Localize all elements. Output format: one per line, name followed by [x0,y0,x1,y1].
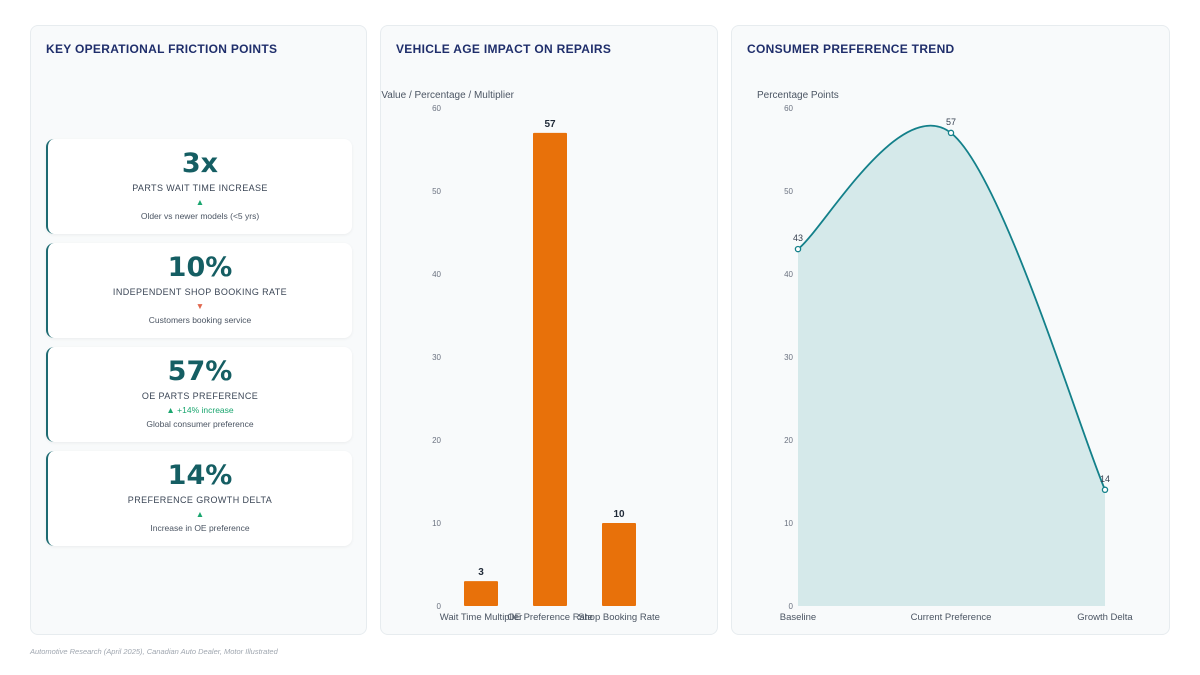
bar [464,581,498,606]
trend-up-icon: ▲ [195,197,205,207]
y-tick-label: 40 [432,270,441,279]
y-tick-label: 0 [789,602,794,611]
y-tick-label: 30 [784,353,793,362]
y-tick-label: 40 [784,270,793,279]
trend-up-icon: ▲ [166,405,175,415]
area-chart: Percentage Points 0 10 20 30 40 50 60 43 Baseline… [757,90,1133,623]
y-tick-label: 0 [437,602,442,611]
line-chart-title: CONSUMER PREFERENCE TREND [747,42,955,56]
y-axis-label: Percentage Points [757,90,839,101]
bar-chart-panel: VEHICLE AGE IMPACT ON REPAIRS Value / Pe… [380,25,718,635]
kpi-card-wait-time: 3x PARTS WAIT TIME INCREASE ▲ Older vs n… [46,139,352,234]
point-data-label: 57 [946,117,956,127]
x-tick-label: Shop Booking Rate [578,612,660,623]
kpi-note: Increase in OE preference [150,523,250,533]
trend-down-icon: ▼ [195,301,205,311]
y-tick-label: 30 [432,353,441,362]
y-tick-label: 50 [432,187,441,196]
kpi-note: Older vs newer models (<5 yrs) [140,211,260,221]
y-tick-label: 10 [432,519,441,528]
kpi-panel: KEY OPERATIONAL FRICTION POINTS 3x PARTS… [30,25,367,635]
kpi-trend: ▲ [48,197,352,207]
y-tick-label: 20 [432,436,441,445]
bar-chart: Value / Percentage / Multiplier 0 10 20 30 40… [381,90,660,623]
point-data-label: 43 [793,233,803,243]
kpi-note: Global consumer preference [146,419,254,429]
area-fill [798,125,1105,607]
y-tick-label: 10 [784,519,793,528]
bar [602,523,636,606]
source-note: Automotive Research (April 2025), Canadi… [30,647,278,656]
kpi-label: INDEPENDENT SHOP BOOKING RATE [112,287,288,297]
line-chart-panel: CONSUMER PREFERENCE TREND Percentage Poi… [731,25,1170,635]
kpi-card-oe-preference: 57% OE PARTS PREFERENCE ▲ +14% increase … [46,347,352,442]
y-tick-label: 60 [432,104,441,113]
kpi-label: PREFERENCE GROWTH DELTA [127,495,273,505]
bar-chart-title: VEHICLE AGE IMPACT ON REPAIRS [396,42,612,56]
kpi-label: OE PARTS PREFERENCE [141,391,259,401]
y-tick-label: 60 [784,104,793,113]
y-tick-label: 20 [784,436,793,445]
kpi-card-growth-delta: 14% PREFERENCE GROWTH DELTA ▲ Increase i… [46,451,352,546]
kpi-trend: ▲ +14% increase [48,405,352,415]
data-point [947,129,955,137]
kpi-trend: ▼ [48,301,352,311]
trend-up-icon: ▲ [195,509,205,519]
point-data-label: 14 [1100,474,1110,484]
bar-data-label: 57 [544,119,556,130]
series-line [797,124,1106,491]
data-point [794,245,802,253]
data-point [1101,486,1109,494]
kpi-label: PARTS WAIT TIME INCREASE [132,183,268,193]
kpi-panel-title: KEY OPERATIONAL FRICTION POINTS [46,42,278,56]
y-tick-label: 50 [784,187,793,196]
kpi-value: 3x [181,148,219,179]
x-tick-label: Baseline [780,612,816,623]
bar-data-label: 3 [478,567,484,578]
x-tick-label: Growth Delta [1077,612,1133,623]
x-tick-label: Current Preference [911,612,992,623]
kpi-note: Customers booking service [148,315,252,325]
kpi-value: 10% [167,252,233,283]
kpi-trend: ▲ [48,509,352,519]
kpi-value: 57% [167,356,233,387]
kpi-value: 14% [167,460,233,491]
kpi-card-booking-rate: 10% INDEPENDENT SHOP BOOKING RATE ▼ Cust… [46,243,352,338]
y-axis-label: Value / Percentage / Multiplier [381,90,514,101]
trend-text: +14% increase [177,405,234,415]
x-tick-label: Wait Time Multiplier [440,612,523,623]
x-tick-label: OE Preference Rate [507,612,593,623]
bar-data-label: 10 [613,509,625,520]
bar [533,132,567,606]
